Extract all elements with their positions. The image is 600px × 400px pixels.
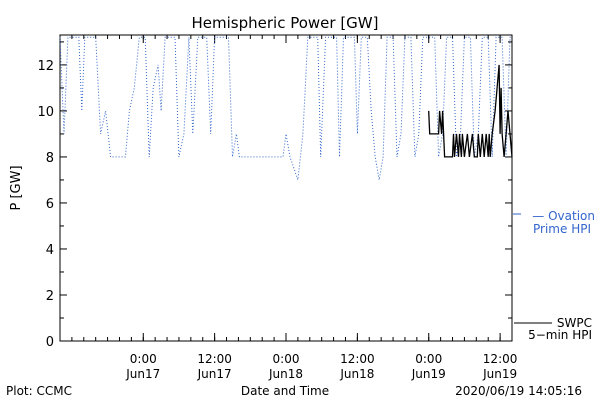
x-tick-label: 0:00 [273,352,300,366]
legend-swpc-line2: 5−min HPI [528,328,592,342]
y-tick-label: 4 [46,243,54,258]
series-layer [59,36,513,181]
y-tick-label: 10 [37,105,54,120]
series-swpc-line [428,64,513,158]
chart-title: Hemispheric Power [GW] [192,14,379,32]
x-tick-label: Jun19 [482,367,517,381]
x-tick-label: 12:00 [483,352,518,366]
x-axis-label: Date and Time [241,384,329,398]
series-ovation-prime-line [59,36,512,181]
x-tick-label: Jun17 [197,367,232,381]
y-tick-label: 2 [46,289,54,304]
axis-ticks: 0246810120:00Jun1712:00Jun170:00Jun1812:… [37,35,517,381]
x-tick-label: Jun19 [411,367,446,381]
x-tick-label: 12:00 [340,352,375,366]
legend-ovation-line2: Prime HPI [533,222,591,236]
x-tick-label: Jun17 [125,367,160,381]
x-tick-label: 0:00 [130,352,157,366]
footer-plot-credit: Plot: CCMC [6,384,72,398]
x-tick-label: Jun18 [268,367,303,381]
x-tick-label: 12:00 [197,352,232,366]
legend-ovation-line1: — Ovation [532,209,595,223]
plot-frame [59,34,513,342]
y-tick-label: 8 [46,151,54,166]
y-tick-label: 6 [46,197,54,212]
legend-swpc-line1: SWPC [557,316,592,330]
x-tick-label: Jun18 [339,367,374,381]
y-axis-label: P [GW] [9,165,24,210]
y-tick-label: 12 [37,59,54,74]
plot-border [59,34,513,342]
x-tick-label: 0:00 [415,352,442,366]
footer-timestamp: 2020/06/19 14:05:16 [455,384,582,398]
y-tick-label: 0 [46,335,54,350]
